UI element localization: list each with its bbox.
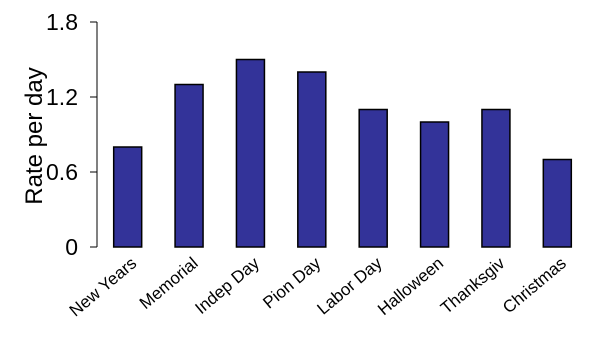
bar-new-years — [112, 146, 143, 248]
bars-group — [112, 58, 573, 248]
y-tick-label: 0.6 — [46, 159, 78, 185]
x-category-label: Labor Day — [313, 253, 386, 318]
bar-pion-day — [297, 71, 327, 248]
bar-indep-day — [235, 58, 266, 248]
x-category-label: New Years — [66, 254, 140, 321]
y-tick-label: 1.8 — [46, 9, 78, 35]
bar-christmas — [542, 158, 573, 248]
y-tick-label: 0 — [65, 234, 78, 260]
bar-halloween — [419, 121, 450, 248]
bar-memorial — [174, 83, 204, 248]
x-category-label: Halloween — [374, 254, 447, 320]
x-category-label: Thanksgiv — [437, 253, 509, 318]
y-tick-label: 1.2 — [46, 84, 78, 110]
bar-thanksgiv — [481, 108, 511, 248]
y-axis-title: Rate per day — [21, 67, 48, 204]
x-category-label: Indep Day — [191, 253, 263, 318]
y-axis-ticks: 0 0.6 1.2 1.8 — [46, 9, 97, 260]
x-category-label: Christmas — [499, 254, 570, 318]
bar-labor-day — [358, 108, 388, 248]
